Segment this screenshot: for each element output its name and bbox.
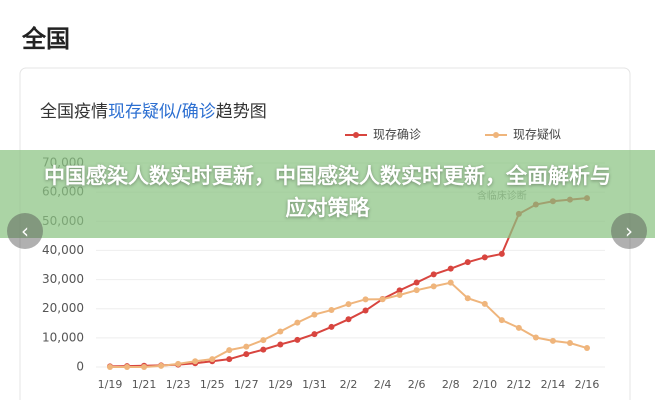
banner-text: 中国感染人数实时更新，中国感染人数实时更新，全面解析与应对策略 [44,164,611,220]
point [311,311,318,318]
point [345,301,352,308]
point [158,362,165,369]
y-tick-label: 30,000 [42,272,84,286]
point [260,337,267,344]
point [566,340,573,347]
y-tick-label: 40,000 [42,243,84,257]
title-part: 现存疑似/确诊 [108,102,216,122]
x-tick-label: 1/19 [98,378,123,391]
point [430,271,437,278]
point [175,360,182,367]
x-tick-label: 2/8 [442,378,460,391]
x-tick-label: 1/31 [302,378,327,391]
legend-dot [353,132,359,138]
point [481,300,488,307]
point [260,346,267,353]
point [481,254,488,261]
point [532,334,539,341]
legend-dot [493,132,499,138]
point [584,345,590,352]
x-tick-label: 2/12 [507,378,532,391]
point [447,265,454,272]
x-tick-label: 2/2 [340,378,358,391]
legend-label: 现存疑似 [513,127,561,142]
point [498,317,505,324]
y-tick-label: 20,000 [42,301,84,315]
point [498,250,505,257]
point [447,279,454,286]
point [515,324,522,331]
point [277,341,284,348]
point [277,328,284,335]
point [549,337,556,344]
point [209,356,216,363]
point [362,307,369,314]
x-tick-label: 1/23 [166,378,191,391]
x-tick-label: 2/10 [472,378,497,391]
chart-title: 全国疫情现存疑似/确诊趋势图 [40,102,267,122]
x-tick-label: 1/25 [200,378,225,391]
point [192,358,199,365]
point [379,296,386,303]
legend-label: 现存确诊 [373,128,421,142]
x-tick-label: 1/21 [132,378,157,391]
point [464,295,471,302]
y-tick-label: 10,000 [42,330,84,344]
prev-arrow[interactable]: ‹ [7,213,43,249]
point [107,364,113,370]
x-tick-label: 2/14 [541,378,566,391]
x-tick-label: 2/6 [408,378,426,391]
point [328,307,335,314]
point [311,331,318,338]
x-tick-label: 1/27 [234,378,259,391]
point [413,287,420,294]
point [243,351,250,358]
point [396,292,403,299]
page-title: 全国 [21,25,70,53]
point [226,347,233,354]
title-part: 趋势图 [216,102,267,122]
point [362,296,369,303]
y-tick-label: 0 [76,360,84,374]
point [464,259,471,266]
point [430,283,437,290]
point [294,319,301,326]
banner: 中国感染人数实时更新，中国感染人数实时更新，全面解析与应对策略 [0,150,655,238]
point [328,323,335,330]
point [243,343,250,350]
point [294,336,301,343]
point [396,287,403,294]
point [124,364,131,370]
x-tick-label: 1/29 [268,378,293,391]
next-arrow[interactable]: › [611,213,647,249]
title-part: 全国疫情 [40,102,108,122]
x-tick-label: 2/4 [374,378,392,391]
point [413,279,420,286]
point [141,364,148,370]
point [345,316,352,323]
x-tick-label: 2/16 [575,378,600,391]
point [226,356,233,363]
